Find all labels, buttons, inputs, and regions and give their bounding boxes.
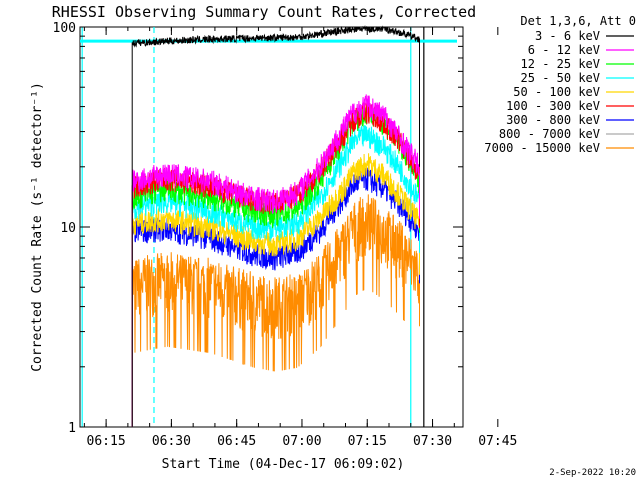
- legend-label: 6 - 12 keV: [528, 43, 600, 57]
- x-tick-label: 07:45: [478, 434, 517, 449]
- y-tick-label: 1: [68, 421, 76, 436]
- legend-label: 100 - 300 keV: [506, 99, 600, 113]
- data-series: [131, 25, 420, 427]
- x-tick-label: 07:00: [282, 434, 321, 449]
- legend-label: 12 - 25 keV: [521, 57, 600, 71]
- legend-label: 25 - 50 keV: [521, 71, 600, 85]
- legend-label: 50 - 100 keV: [513, 85, 600, 99]
- legend-label: 3 - 6 keV: [535, 29, 600, 43]
- legend-label: 7000 - 15000 keV: [484, 141, 600, 155]
- chart-title: RHESSI Observing Summary Count Rates, Co…: [52, 3, 476, 21]
- x-tick-label: 06:15: [87, 434, 126, 449]
- series-line: [131, 94, 420, 427]
- y-tick-label: 10: [60, 221, 76, 236]
- legend-label: 300 - 800 keV: [506, 113, 600, 127]
- series-line: [131, 25, 420, 427]
- x-axis-ticks: 06:15 06:30 06:45 07:00 07:15 07:30 07:45: [83, 27, 517, 449]
- x-tick-label: 06:45: [217, 434, 256, 449]
- series-line: [131, 194, 420, 427]
- y-axis-label: Corrected Count Rate (s⁻¹ detector⁻¹): [30, 82, 45, 372]
- plot-area: 1 10 100 06:15 06:30 06:45 07:00 07:15 07:30 07:…: [53, 21, 518, 449]
- x-tick-label: 07:15: [348, 434, 387, 449]
- x-tick-label: 06:30: [152, 434, 191, 449]
- x-tick-label: 07:30: [413, 434, 452, 449]
- x-axis-label: Start Time (04-Dec-17 06:09:02): [162, 457, 405, 472]
- y-axis-ticks: 1 10 100: [53, 21, 463, 436]
- series-line: [131, 125, 420, 427]
- legend-header: Det 1,3,6, Att 0: [520, 14, 636, 28]
- legend-label: 800 - 7000 keV: [499, 127, 600, 141]
- y-tick-label: 100: [53, 21, 76, 36]
- footer-timestamp: 2-Sep-2022 10:20: [549, 468, 636, 478]
